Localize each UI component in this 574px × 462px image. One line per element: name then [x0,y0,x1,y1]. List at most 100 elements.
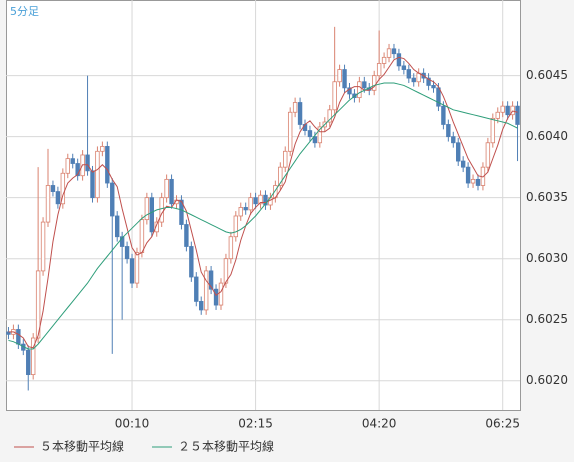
moving-average-line [8,82,518,350]
candle-body [110,182,115,217]
candle-body [362,81,367,89]
y-tick-label: 0.6030 [526,251,568,265]
candle-body [243,207,248,211]
candle-body [263,194,268,206]
candle-body [75,163,80,177]
candle-body [179,199,184,225]
moving-average-line [8,56,518,349]
candle-body [213,288,219,306]
candle-body [372,75,377,91]
candle-body [278,166,283,186]
candle-body [248,197,253,211]
legend-label: ５本移動平均線 [40,439,124,454]
candle-body [411,77,416,83]
candle-body [208,270,214,290]
candle-body [485,142,491,168]
candle-body [456,142,461,162]
candle-body [70,158,75,164]
candle-body [510,105,515,116]
candle-body [317,126,323,144]
candle-body [159,197,164,223]
candle-body [386,48,392,58]
candle-body [406,69,411,79]
candle-body [90,170,95,199]
candle-body [45,185,51,223]
candle-body [40,221,46,272]
candle-body [292,102,298,113]
candle-body [312,136,318,144]
candle-body [327,109,332,123]
candle-body [401,65,407,70]
y-tick-label: 0.6040 [526,129,568,143]
candle-body [50,185,56,192]
candle-body [416,72,421,83]
candle-body [218,282,224,306]
candle-body [451,136,456,144]
candle-body [436,87,441,107]
candle-body [495,111,500,119]
candle-body [475,178,481,186]
legend-label: ２５本移動平均線 [178,439,274,454]
candle-body [85,154,90,172]
candle-body [35,270,41,339]
y-tick-label: 0.6020 [526,373,568,387]
candle-body [381,56,387,64]
candle-body [95,150,100,199]
candle-body [391,48,397,55]
candle-body [441,105,446,125]
candle-body [184,224,189,247]
candle-body [203,270,209,311]
candle-body [376,63,382,77]
candle-body [505,105,510,116]
candle-body [446,124,451,138]
candle-body [515,105,520,125]
candle-body [500,105,505,113]
y-tick-label: 0.6045 [526,68,568,82]
candle-body [357,81,362,99]
legend: ５本移動平均線 ２５本移動平均線 [14,439,274,454]
candle-body [149,197,154,233]
candle-body [199,300,204,311]
candle-body [164,178,169,199]
x-tick-label: 06:25 [485,417,520,431]
candle-body [431,85,436,89]
candle-body [228,236,234,260]
candle-body [154,221,159,233]
candle-body [426,77,431,86]
x-tick-label: 00:10 [115,417,150,431]
candle-body [105,146,110,184]
candle-body [129,258,135,284]
candle-body [100,146,105,152]
candle-body [258,194,263,205]
candle-body [189,246,194,278]
marks [6,26,520,391]
candle-body [307,130,313,138]
x-tick-label: 04:20 [362,417,397,431]
candle-body [342,69,347,89]
candle-body [115,215,120,238]
candle-body [119,236,125,247]
candle-body [139,219,145,253]
y-tick-label: 0.6035 [526,190,568,204]
x-tick-label: 02:15 [238,417,273,431]
candle-body [332,81,337,111]
candle-body [144,197,150,221]
candle-body [302,124,308,131]
candle-body [238,207,243,217]
candle-body [169,178,174,205]
candle-body [283,150,288,168]
candle-body [55,191,61,205]
candle-body [470,178,476,184]
candle-body [65,158,70,174]
candle-body [26,349,31,376]
y-tick-label: 0.6025 [526,312,568,326]
candle-body [460,160,466,168]
candle-body [287,111,293,152]
candle-body [253,197,258,205]
candle-body [124,246,130,260]
candle-body [337,69,342,83]
candle-body [297,102,303,125]
period-label: 5分足 [10,5,39,18]
